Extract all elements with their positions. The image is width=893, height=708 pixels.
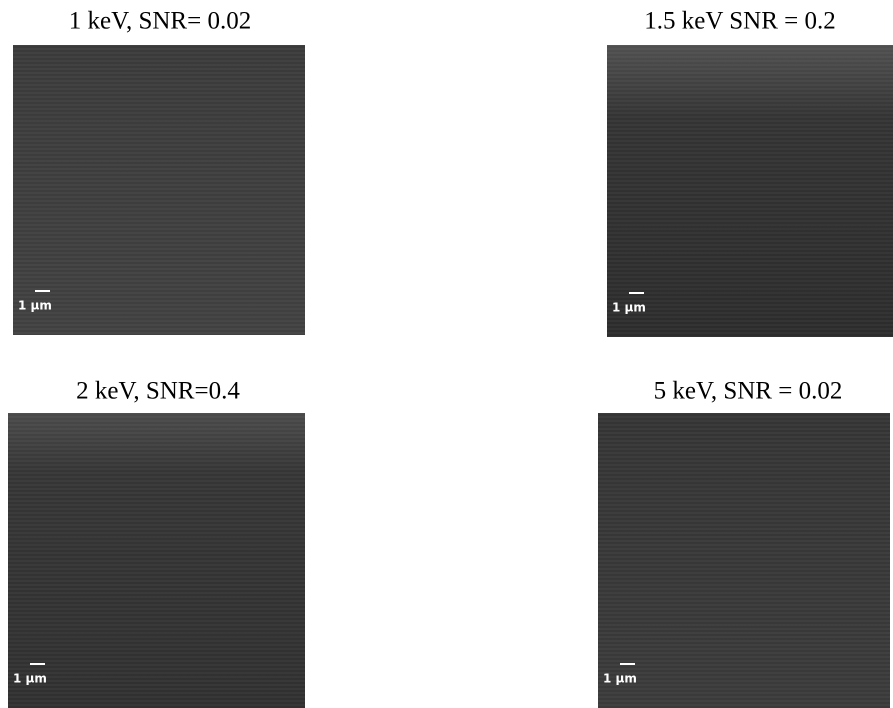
panel: 1.5 keV SNR = 0.2 1 µm bbox=[607, 8, 893, 337]
image-texture bbox=[8, 413, 305, 708]
scale-label: 1 µm bbox=[603, 672, 637, 686]
panel-title: 1 keV, SNR= 0.02 bbox=[69, 8, 251, 35]
scale-label: 1 µm bbox=[13, 672, 47, 686]
scale-label: 1 µm bbox=[18, 299, 52, 313]
panel: 5 keV, SNR = 0.02 1 µm bbox=[598, 378, 890, 708]
panel-title: 2 keV, SNR=0.4 bbox=[76, 378, 240, 405]
figure: 1 keV, SNR= 0.02 1 µm 1.5 keV SNR = 0.2 1 µ… bbox=[0, 0, 893, 708]
panel: 1 keV, SNR= 0.02 1 µm bbox=[13, 8, 305, 335]
image-texture bbox=[13, 45, 305, 335]
image-texture bbox=[598, 413, 890, 708]
image-texture bbox=[607, 45, 893, 337]
panel-title: 1.5 keV SNR = 0.2 bbox=[644, 8, 835, 35]
panel: 2 keV, SNR=0.4 1 µm bbox=[8, 378, 305, 708]
scale-label: 1 µm bbox=[612, 301, 646, 315]
panel-title: 5 keV, SNR = 0.02 bbox=[654, 378, 843, 405]
